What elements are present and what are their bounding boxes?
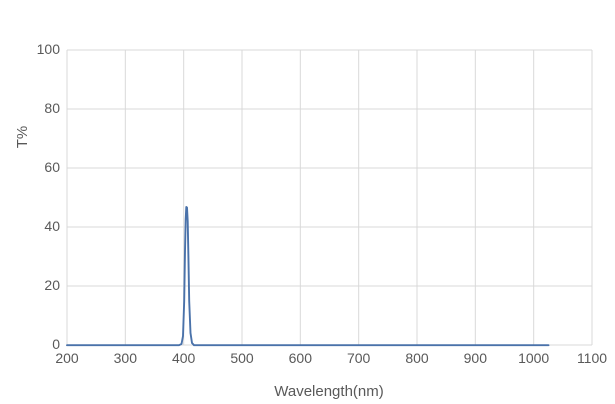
svg-text:Wavelength(nm): Wavelength(nm) — [274, 383, 383, 400]
svg-text:40: 40 — [44, 218, 60, 234]
svg-text:500: 500 — [230, 350, 254, 366]
svg-text:800: 800 — [405, 350, 429, 366]
svg-text:300: 300 — [114, 350, 138, 366]
svg-text:1000: 1000 — [518, 350, 549, 366]
svg-text:600: 600 — [289, 350, 313, 366]
svg-text:900: 900 — [464, 350, 488, 366]
svg-text:700: 700 — [347, 350, 371, 366]
svg-text:80: 80 — [44, 100, 60, 116]
svg-text:400: 400 — [172, 350, 196, 366]
svg-text:60: 60 — [44, 159, 60, 175]
svg-text:T%: T% — [14, 126, 31, 149]
svg-text:1100: 1100 — [577, 350, 607, 366]
svg-text:100: 100 — [37, 41, 61, 57]
svg-text:200: 200 — [55, 350, 79, 366]
svg-text:20: 20 — [44, 277, 60, 293]
